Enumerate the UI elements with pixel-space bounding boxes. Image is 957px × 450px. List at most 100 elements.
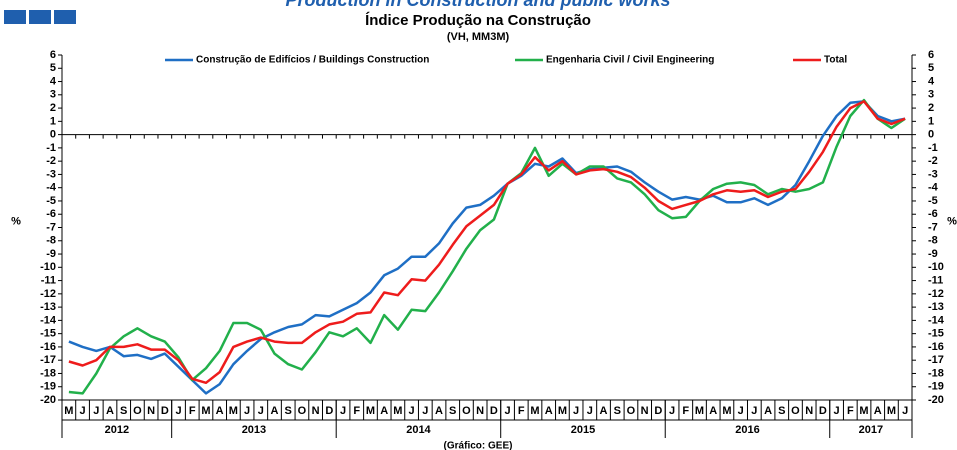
x-tick-label: N bbox=[147, 405, 155, 417]
x-tick-label: M bbox=[229, 405, 238, 417]
y-tick-label: -11 bbox=[41, 274, 56, 286]
x-tick-label: A bbox=[435, 405, 443, 417]
y-tick-label: -16 bbox=[40, 341, 56, 353]
y2-tick-label: -16 bbox=[928, 341, 944, 353]
x-tick-label: M bbox=[393, 405, 402, 417]
y-tick-label: -1 bbox=[46, 142, 56, 154]
y2-tick-label: 1 bbox=[928, 115, 934, 127]
y-tick-label: 5 bbox=[50, 62, 56, 74]
x-tick-label: J bbox=[669, 405, 675, 417]
x-tick-label: A bbox=[380, 405, 388, 417]
series-line bbox=[68, 100, 906, 385]
y-tick-label: -10 bbox=[40, 261, 56, 273]
y-tick-label: -13 bbox=[40, 301, 56, 313]
x-tick-label: F bbox=[189, 405, 196, 417]
x-tick-label: J bbox=[93, 405, 99, 417]
x-tick-label: D bbox=[490, 405, 498, 417]
x-tick-label: N bbox=[805, 405, 813, 417]
y-tick-label: -5 bbox=[46, 195, 56, 207]
x-tick-label: J bbox=[422, 405, 428, 417]
x-tick-label: M bbox=[64, 405, 73, 417]
x-tick-label: J bbox=[175, 405, 181, 417]
y-tick-label: -20 bbox=[40, 394, 56, 406]
x-tick-label: J bbox=[409, 405, 415, 417]
x-tick-label: A bbox=[271, 405, 279, 417]
year-label: 2014 bbox=[406, 424, 431, 436]
legend-label: Construção de Edifícios / Buildings Cons… bbox=[196, 55, 429, 66]
x-tick-label: M bbox=[722, 405, 731, 417]
y2-tick-label: 6 bbox=[928, 49, 934, 61]
y-tick-label: 2 bbox=[50, 102, 56, 114]
y2-tick-label: -18 bbox=[928, 367, 944, 379]
y2-tick-label: -13 bbox=[928, 301, 944, 313]
x-tick-label: M bbox=[366, 405, 375, 417]
y2-tick-label: -4 bbox=[928, 182, 939, 194]
y2-tick-label: 3 bbox=[928, 89, 934, 101]
x-tick-label: M bbox=[887, 405, 896, 417]
y2-tick-label: -7 bbox=[928, 221, 938, 233]
supertitle: Production in Construction and public wo… bbox=[285, 0, 670, 10]
y-axis-label: % bbox=[11, 215, 21, 227]
y-tick-label: -15 bbox=[40, 328, 56, 340]
y2-tick-label: -19 bbox=[928, 381, 944, 393]
y-tick-label: -9 bbox=[46, 248, 56, 260]
y2-tick-label: -9 bbox=[928, 248, 938, 260]
source: (Gráfico: GEE) bbox=[444, 441, 513, 450]
x-tick-label: J bbox=[902, 405, 908, 417]
x-tick-label: S bbox=[778, 405, 785, 417]
x-tick-label: J bbox=[834, 405, 840, 417]
y2-tick-label: -20 bbox=[928, 394, 944, 406]
y-tick-label: 4 bbox=[50, 75, 57, 87]
legend-label: Total bbox=[824, 55, 847, 66]
y2-tick-label: -8 bbox=[928, 235, 938, 247]
x-tick-label: N bbox=[641, 405, 649, 417]
x-tick-label: S bbox=[120, 405, 127, 417]
x-tick-label: F bbox=[847, 405, 854, 417]
x-tick-label: O bbox=[791, 405, 800, 417]
x-tick-label: F bbox=[682, 405, 689, 417]
x-tick-label: N bbox=[312, 405, 320, 417]
x-tick-label: O bbox=[627, 405, 636, 417]
y2-tick-label: -14 bbox=[928, 314, 945, 326]
x-tick-label: A bbox=[874, 405, 882, 417]
y2-axis-label: % bbox=[947, 215, 957, 227]
y-tick-label: -4 bbox=[46, 182, 57, 194]
y-tick-label: -18 bbox=[40, 367, 56, 379]
y2-tick-label: 5 bbox=[928, 62, 934, 74]
year-label: 2013 bbox=[242, 424, 266, 436]
x-tick-label: M bbox=[695, 405, 704, 417]
x-tick-label: O bbox=[462, 405, 471, 417]
x-tick-label: N bbox=[476, 405, 484, 417]
x-tick-label: A bbox=[106, 405, 114, 417]
y-tick-label: -3 bbox=[46, 168, 56, 180]
x-tick-label: J bbox=[573, 405, 579, 417]
x-tick-label: J bbox=[751, 405, 757, 417]
x-tick-label: A bbox=[764, 405, 772, 417]
y-tick-label: -19 bbox=[40, 381, 56, 393]
x-tick-label: J bbox=[505, 405, 511, 417]
x-tick-label: S bbox=[614, 405, 621, 417]
x-tick-label: D bbox=[819, 405, 827, 417]
x-tick-label: J bbox=[587, 405, 593, 417]
y-tick-label: 1 bbox=[50, 115, 56, 127]
x-tick-label: M bbox=[558, 405, 567, 417]
y2-tick-label: 0 bbox=[928, 129, 934, 141]
y-tick-label: -12 bbox=[40, 288, 56, 300]
year-label: 2016 bbox=[735, 424, 759, 436]
x-tick-label: D bbox=[161, 405, 169, 417]
y2-tick-label: -15 bbox=[928, 328, 944, 340]
x-tick-label: D bbox=[654, 405, 662, 417]
legend-label: Engenharia Civil / Civil Engineering bbox=[546, 55, 714, 66]
x-tick-label: J bbox=[340, 405, 346, 417]
y-tick-label: 3 bbox=[50, 89, 56, 101]
x-tick-label: O bbox=[133, 405, 142, 417]
y-tick-label: -7 bbox=[46, 221, 56, 233]
x-tick-label: J bbox=[258, 405, 264, 417]
y2-tick-label: 4 bbox=[928, 75, 935, 87]
x-tick-label: S bbox=[449, 405, 456, 417]
y2-tick-label: -6 bbox=[928, 208, 938, 220]
y2-tick-label: -1 bbox=[928, 142, 938, 154]
logo-block bbox=[4, 10, 26, 24]
x-tick-label: J bbox=[738, 405, 744, 417]
